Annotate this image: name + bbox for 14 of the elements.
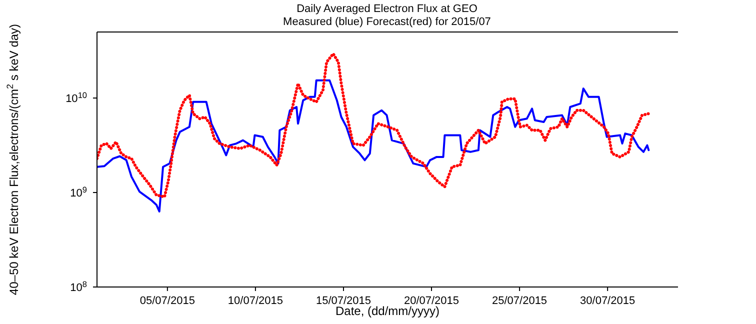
chart-subtitle: Measured (blue) Forecast(red) for 2015/07: [282, 16, 492, 29]
y-tick-label: 10$^{10}$: [66, 90, 88, 106]
x-tick-label: 10/07/2015: [228, 295, 283, 307]
x-tick-label: 25/07/2015: [492, 295, 548, 307]
line-series: [97, 79, 650, 212]
x-tick-label: 05/07/2015: [140, 295, 195, 307]
x-tick-label: 20/07/2015: [404, 295, 460, 307]
chart-title: Daily Averaged Electron Flux at GEO: [296, 3, 478, 16]
line-series: [97, 52, 650, 198]
y-tick-label: 10$^{9}$: [70, 185, 88, 200]
x-tick-label: 30/07/2015: [580, 295, 636, 307]
x-axis-title: Date, (dd/mm/yyyy): [335, 304, 440, 318]
x-tick-label: 15/07/2015: [316, 295, 372, 307]
y-tick-label: 10$^{8}$: [70, 280, 88, 294]
